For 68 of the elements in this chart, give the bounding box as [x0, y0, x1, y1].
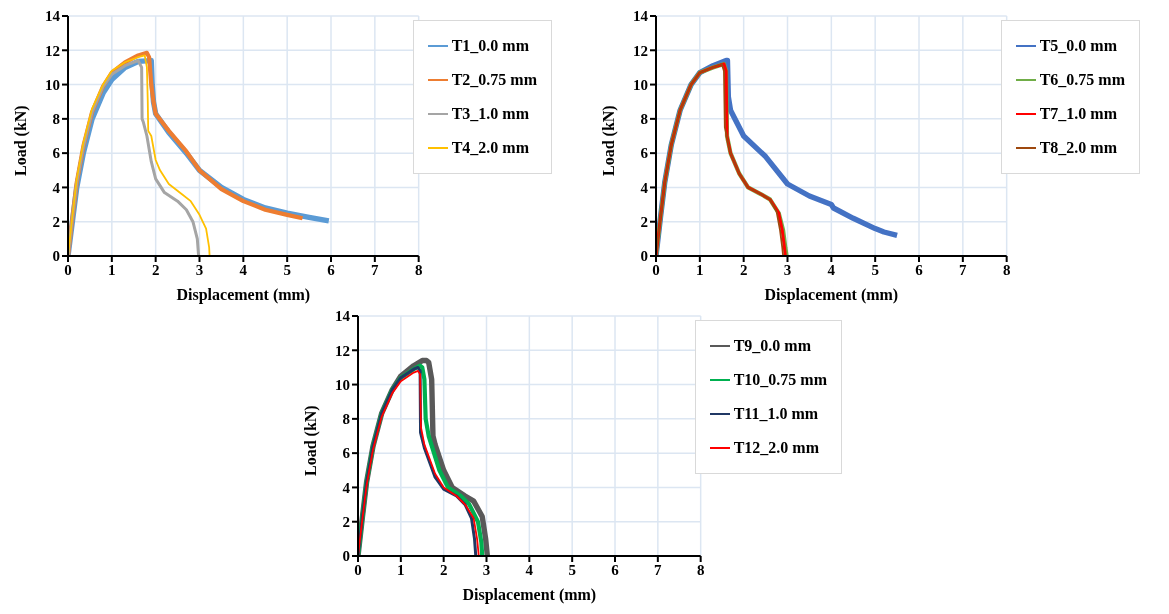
- legend-label: T5_0.0 mm: [1039, 37, 1117, 55]
- x-tick-label: 7: [371, 261, 380, 278]
- x-tick-label: 1: [108, 261, 116, 278]
- y-tick-label: 10: [335, 376, 350, 393]
- y-tick-label: 8: [640, 111, 648, 128]
- legend-label: T3_1.0 mm: [451, 105, 529, 123]
- y-axis-title: Load (kN): [301, 405, 320, 476]
- y-tick-label: 6: [52, 145, 61, 162]
- y-tick-label: 10: [633, 76, 648, 93]
- x-tick-label: 1: [696, 261, 704, 278]
- x-tick-label: 0: [64, 261, 72, 278]
- legend-label: T6_0.75 mm: [1039, 71, 1125, 89]
- x-tick-label: 4: [525, 561, 534, 578]
- x-tick-label: 7: [959, 261, 968, 278]
- legend-label: T12_2.0 mm: [733, 439, 819, 457]
- x-tick-label: 6: [611, 561, 620, 578]
- y-tick-label: 14: [45, 8, 61, 25]
- legend-label: T8_2.0 mm: [1039, 139, 1117, 157]
- x-tick-label: 2: [151, 261, 160, 278]
- x-tick-label: 5: [568, 561, 576, 578]
- x-tick-label: 3: [482, 561, 491, 578]
- legend-label: T1_0.0 mm: [451, 37, 529, 55]
- y-tick-label: 2: [640, 214, 648, 231]
- y-tick-label: 0: [640, 248, 648, 265]
- y-tick-label: 2: [52, 214, 60, 231]
- x-tick-label: 4: [239, 261, 248, 278]
- legend-label: T11_1.0 mm: [733, 405, 819, 423]
- y-tick-label: 14: [335, 308, 351, 325]
- y-tick-label: 4: [52, 179, 61, 196]
- y-tick-label: 4: [640, 179, 649, 196]
- x-tick-label: 2: [739, 261, 748, 278]
- y-tick-label: 12: [335, 342, 350, 359]
- y-tick-label: 6: [342, 445, 351, 462]
- x-tick-label: 5: [871, 261, 879, 278]
- x-axis-title: Displacement (mm): [764, 286, 899, 304]
- x-tick-label: 0: [354, 561, 362, 578]
- y-tick-label: 8: [342, 411, 350, 428]
- legend-label: T4_2.0 mm: [451, 139, 529, 157]
- y-tick-label: 0: [342, 548, 350, 565]
- legend-label: T9_0.0 mm: [733, 337, 811, 355]
- y-tick-label: 8: [52, 111, 60, 128]
- x-tick-label: 0: [652, 261, 660, 278]
- legend-label: T7_1.0 mm: [1039, 105, 1117, 123]
- y-tick-label: 14: [633, 8, 649, 25]
- y-tick-label: 0: [52, 248, 60, 265]
- x-tick-label: 3: [195, 261, 204, 278]
- y-axis-title: Load (kN): [599, 105, 618, 176]
- x-tick-label: 3: [783, 261, 792, 278]
- x-axis-title: Displacement (mm): [176, 286, 311, 304]
- x-tick-label: 2: [439, 561, 448, 578]
- x-axis-title: Displacement (mm): [462, 586, 597, 604]
- x-tick-label: 8: [696, 561, 705, 578]
- y-tick-label: 6: [640, 145, 649, 162]
- y-tick-label: 10: [45, 76, 60, 93]
- x-tick-label: 8: [414, 261, 423, 278]
- y-tick-label: 4: [342, 479, 351, 496]
- y-tick-label: 12: [45, 42, 60, 59]
- y-tick-label: 2: [342, 514, 350, 531]
- x-tick-label: 8: [1002, 261, 1011, 278]
- y-axis-title: Load (kN): [11, 105, 30, 176]
- x-tick-label: 6: [915, 261, 924, 278]
- x-tick-label: 1: [397, 561, 405, 578]
- x-tick-label: 4: [827, 261, 836, 278]
- x-tick-label: 5: [283, 261, 291, 278]
- y-tick-label: 12: [633, 42, 648, 59]
- legend-label: T10_0.75 mm: [733, 371, 827, 389]
- legend-label: T2_0.75 mm: [451, 71, 537, 89]
- x-tick-label: 7: [654, 561, 663, 578]
